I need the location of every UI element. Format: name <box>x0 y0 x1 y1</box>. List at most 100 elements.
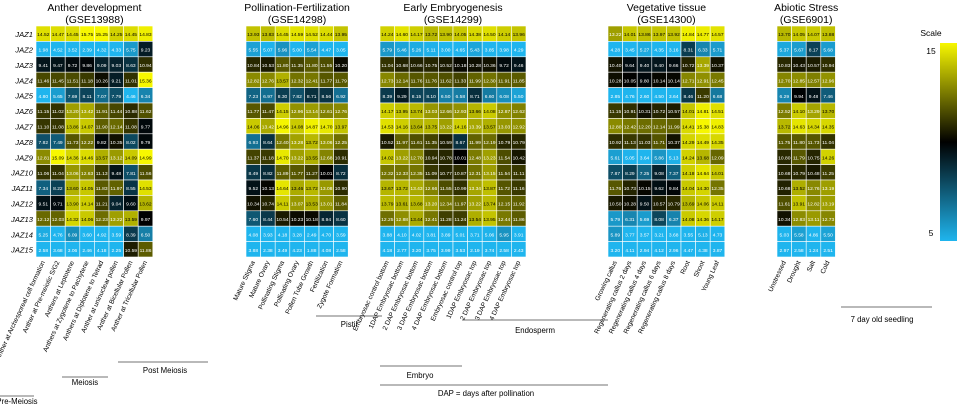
cell-value-label: 10.34 <box>778 217 791 223</box>
cell-value-label: 14.46 <box>81 155 94 161</box>
cell-value-label: 12.73 <box>381 78 394 84</box>
cell-value-label: 13.44 <box>410 217 423 223</box>
cell-value-label: 12.82 <box>807 202 820 208</box>
cell-value-label: 9.66 <box>669 63 679 69</box>
cell-value-label: 13.06 <box>320 140 333 146</box>
cell-value-label: 10.73 <box>624 186 637 192</box>
cell-value-label: 13.14 <box>306 109 319 115</box>
group-brackets: Pre-Meiosis Meiosis Post Meiosis Pistil Endo… <box>0 306 932 406</box>
cell-value-label: 3.68 <box>669 232 679 238</box>
cell-value-label: 11.84 <box>335 202 347 208</box>
cell-value-label: 14.05 <box>793 32 806 38</box>
cell-value-label: 14.07 <box>807 32 820 38</box>
cell-value-label: 9.62 <box>654 186 664 192</box>
cell-value-label: 9.60 <box>126 202 136 208</box>
cell-value-label: 14.34 <box>807 125 820 131</box>
cell-value-label: 13.42 <box>262 125 275 131</box>
cell-value-label: 14.57 <box>711 32 724 38</box>
cell-value-label: 3.57 <box>640 232 650 238</box>
cell-value-label: 14.84 <box>682 32 695 38</box>
panel-subtitle: (GSE14298) <box>268 14 326 26</box>
cell-value-label: 13.03 <box>498 125 511 131</box>
cell-value-label: 4.10 <box>397 232 407 238</box>
heatmap-panel: Vegetative tissue(GSE14300)13.22 14.01 13.… <box>594 2 726 335</box>
cell-value-label: 4.70 <box>322 232 332 238</box>
cell-value-label: 11.55 <box>320 63 332 69</box>
cell-value-label: 11.10 <box>37 125 49 131</box>
cell-value-label: 4.47 <box>322 48 332 54</box>
cell-value-label: 8.63 <box>126 63 136 69</box>
cell-value-label: 2.60 <box>640 94 650 100</box>
scale-min-label: 5 <box>929 228 934 238</box>
cell-value-label: 14.02 <box>381 155 394 161</box>
panel-subtitle: (GSE14300) <box>637 14 695 26</box>
cell-value-label: 12.25 <box>381 217 394 223</box>
heatmap-cell <box>511 241 527 258</box>
cell-value-label: 6.92 <box>336 94 346 100</box>
cell-value-label: 11.97 <box>110 186 122 192</box>
cell-value-label: 14.09 <box>125 155 138 161</box>
column-label: Shoot <box>693 260 707 279</box>
cell-value-label: 14.87 <box>306 125 319 131</box>
cell-value-label: 7.60 <box>249 217 259 223</box>
cell-value-label: 14.70 <box>276 155 289 161</box>
cell-value-label: 13.72 <box>425 32 438 38</box>
cell-value-label: 9.79 <box>141 140 151 146</box>
cell-value-label: 5.86 <box>654 155 664 161</box>
cell-value-label: 11.46 <box>37 78 49 84</box>
cell-value-label: 10.13 <box>262 186 275 192</box>
cell-value-label: 3.28 <box>292 232 302 238</box>
cell-value-label: 11.15 <box>37 109 49 115</box>
cell-value-label: 13.08 <box>320 186 333 192</box>
cell-value-label: 13.72 <box>306 186 319 192</box>
cell-value-label: 12.35 <box>410 171 423 177</box>
cell-value-label: 10.53 <box>262 63 275 69</box>
cell-value-label: 6.37 <box>669 217 679 223</box>
cell-value-label: 10.90 <box>335 186 348 192</box>
cell-value-label: 3.20 <box>412 248 422 254</box>
cell-value-label: 14.70 <box>320 125 333 131</box>
cell-value-label: 3.05 <box>336 48 346 54</box>
cell-value-label: 10.18 <box>454 63 467 69</box>
cell-value-label: 5.65 <box>53 94 63 100</box>
gene-label: JAZ14 <box>10 230 33 239</box>
cell-value-label: 8.22 <box>53 186 63 192</box>
cell-value-label: 14.47 <box>52 32 65 38</box>
cell-value-label: 9.29 <box>397 94 407 100</box>
cell-value-label: 14.05 <box>454 32 467 38</box>
cell-value-label: 9.04 <box>112 202 122 208</box>
cell-value-label: 8.11 <box>83 94 92 100</box>
cell-value-label: 13.11 <box>808 217 820 223</box>
gene-label: JAZ12 <box>10 199 34 208</box>
cell-value-label: 4.29 <box>514 48 524 54</box>
column-label: Drought <box>786 260 802 284</box>
cell-value-label: 11.03 <box>639 140 651 146</box>
cell-value-label: 12.57 <box>807 78 820 84</box>
cell-value-label: 13.19 <box>822 202 835 208</box>
cell-value-label: 8.44 <box>263 217 273 223</box>
cell-value-label: 14.59 <box>291 32 304 38</box>
cell-value-label: 11.73 <box>67 140 79 146</box>
cell-value-label: 5.03 <box>780 232 790 238</box>
cell-value-label: 14.17 <box>381 109 394 115</box>
cell-value-label: 10.72 <box>682 63 695 69</box>
cell-value-label: 13.74 <box>483 202 496 208</box>
cell-value-label: 12.73 <box>822 217 835 223</box>
cell-value-label: 12.44 <box>498 217 511 223</box>
heatmap-panel: Early Embryogenesis(GSE14299)14.24 14.60 1… <box>352 2 527 332</box>
gene-label: JAZ3 <box>14 61 34 70</box>
cell-value-label: 8.64 <box>263 140 273 146</box>
cell-value-label: 12.42 <box>624 125 637 131</box>
cell-value-label: 13.92 <box>668 32 681 38</box>
group-label: Embryo <box>407 371 435 380</box>
cell-value-label: 14.14 <box>498 32 511 38</box>
group-label: DAP = days after pollination <box>438 389 534 398</box>
cell-value-label: 10.01 <box>320 171 333 177</box>
cell-value-label: 9.77 <box>141 125 151 131</box>
cell-value-label: 14.14 <box>81 202 94 208</box>
cell-value-label: 5.46 <box>397 48 407 54</box>
cell-value-label: 5.13 <box>698 232 708 238</box>
cell-value-label: 14.18 <box>682 171 695 177</box>
cell-value-label: 11.13 <box>96 171 108 177</box>
cell-value-label: 11.90 <box>96 125 108 131</box>
